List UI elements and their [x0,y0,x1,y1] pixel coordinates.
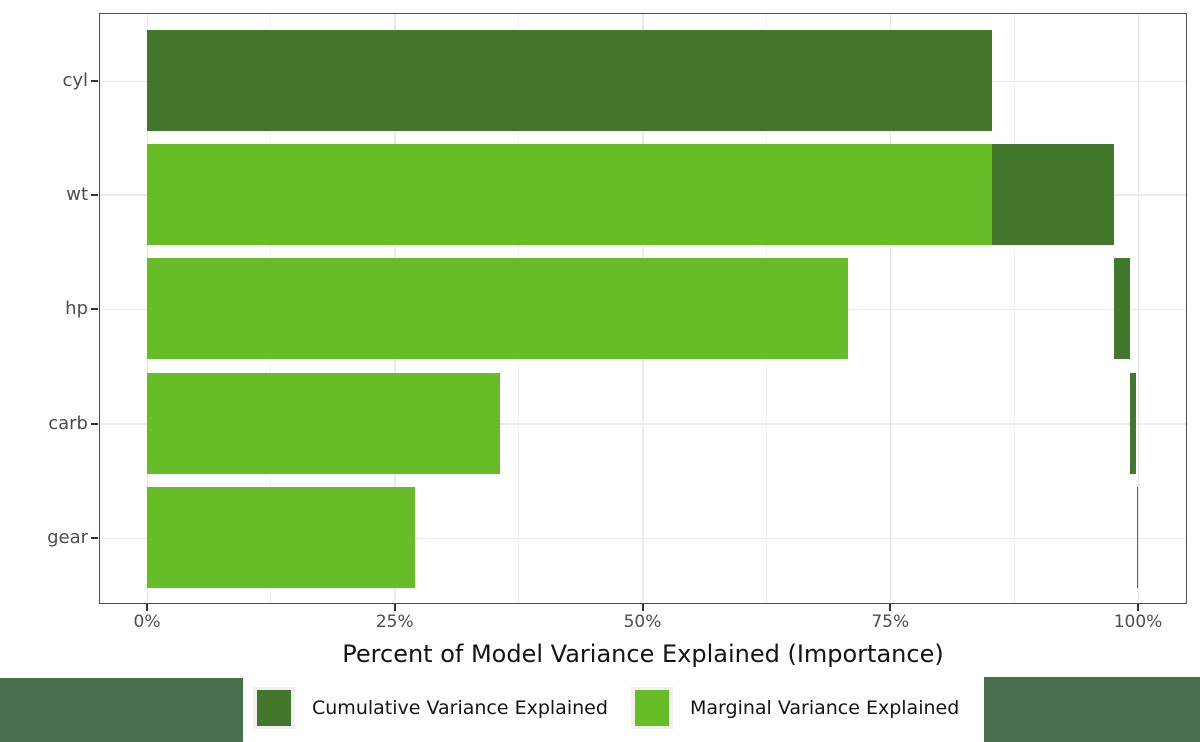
bar-segment-hp-marginal [146,258,849,359]
bar-segment-gear-cumulative [1136,487,1138,588]
plot-panel [99,13,1187,604]
legend-label-marginal: Marginal Variance Explained [690,697,960,719]
legend-swatch-marginal [635,690,669,726]
legend-label-cumulative: Cumulative Variance Explained [312,697,608,719]
bar-segment-wt-marginal [146,143,992,245]
x-tick-75% [889,604,892,611]
bar-segment-cyl-cumulative [146,30,992,131]
legend-key-marginal [631,687,673,729]
x-tick-label-0%: 0% [133,612,161,632]
y-category-label-wt: wt [66,183,88,205]
y-category-label-carb: carb [48,412,88,434]
x-tick-0% [146,604,148,611]
x-tick-label-100%: 100% [1113,612,1163,632]
bottom-left-decoration-block [0,678,243,742]
x-tick-label-50%: 50% [623,612,662,632]
x-tick-25% [393,604,396,611]
x-tick-50% [641,604,644,611]
bar-segment-carb-marginal [146,372,501,474]
gridline-horizontal-major [100,423,1186,425]
y-tick-hp [91,308,98,310]
x-tick-label-75%: 75% [871,612,910,632]
x-axis-title: Percent of Model Variance Explained (Imp… [342,640,944,668]
legend-swatch-cumulative [257,690,291,726]
y-tick-gear [91,537,98,539]
y-tick-carb [91,422,98,425]
bar-segment-gear-marginal [146,487,416,588]
x-tick-label-25%: 25% [375,612,414,632]
y-category-label-cyl: cyl [62,70,88,91]
y-tick-cyl [91,80,98,82]
bottom-right-decoration-block [984,677,1200,742]
y-category-label-hp: hp [65,298,88,319]
y-category-label-gear: gear [47,527,88,548]
legend-key-cumulative [253,687,295,729]
bar-segment-hp-cumulative [1113,258,1130,359]
x-tick-100% [1137,604,1139,611]
bar-segment-carb-cumulative [1129,372,1137,474]
gridline-horizontal-major [100,537,1186,539]
y-tick-wt [91,193,98,196]
bar-segment-wt-cumulative [991,143,1114,245]
